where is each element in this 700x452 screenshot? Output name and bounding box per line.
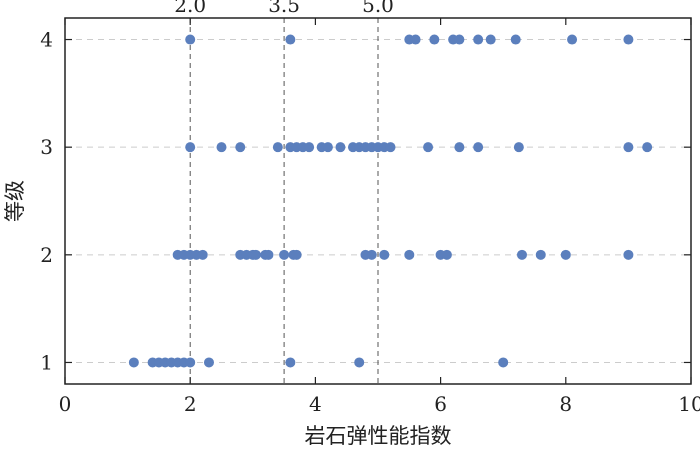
x-tick-label: 4 bbox=[309, 392, 322, 416]
data-point bbox=[235, 142, 246, 153]
data-point bbox=[454, 142, 465, 153]
data-point bbox=[285, 34, 296, 45]
data-point bbox=[304, 142, 315, 153]
data-point bbox=[291, 249, 302, 260]
data-point bbox=[454, 34, 465, 45]
x-tick-label: 6 bbox=[434, 392, 447, 416]
data-point bbox=[216, 142, 227, 153]
data-point bbox=[423, 142, 434, 153]
data-point bbox=[322, 142, 333, 153]
data-point bbox=[623, 34, 634, 45]
data-point bbox=[535, 249, 546, 260]
threshold-label: 5.0 bbox=[362, 0, 394, 17]
data-point bbox=[510, 34, 521, 45]
data-point bbox=[485, 34, 496, 45]
x-tick-label: 2 bbox=[184, 392, 197, 416]
data-point bbox=[441, 249, 452, 260]
data-point bbox=[366, 249, 377, 260]
y-tick-label: 1 bbox=[40, 350, 53, 374]
data-point bbox=[385, 142, 396, 153]
y-axis-title: 等级 bbox=[3, 180, 27, 222]
data-point bbox=[335, 142, 346, 153]
data-point bbox=[203, 357, 214, 368]
data-point bbox=[429, 34, 440, 45]
threshold-label: 2.0 bbox=[174, 0, 206, 17]
y-tick-label: 4 bbox=[40, 28, 53, 52]
x-tick-label: 10 bbox=[678, 392, 700, 416]
threshold-label: 3.5 bbox=[268, 0, 300, 17]
data-point bbox=[513, 142, 524, 153]
data-point bbox=[250, 249, 261, 260]
point-layer bbox=[128, 34, 653, 368]
data-point bbox=[560, 249, 571, 260]
data-point bbox=[354, 357, 365, 368]
data-point bbox=[279, 249, 290, 260]
data-point bbox=[623, 249, 634, 260]
y-tick-label: 2 bbox=[40, 243, 53, 267]
data-point bbox=[473, 142, 484, 153]
data-point bbox=[498, 357, 509, 368]
data-point bbox=[128, 357, 139, 368]
x-axis-title: 岩石弹性能指数 bbox=[305, 424, 452, 448]
data-point bbox=[272, 142, 283, 153]
data-point bbox=[185, 357, 196, 368]
data-point bbox=[623, 142, 634, 153]
threshold-layer: 2.0 3.5 5.0 bbox=[174, 0, 394, 384]
y-tick-label: 3 bbox=[40, 135, 53, 159]
data-point bbox=[185, 34, 196, 45]
data-point bbox=[263, 249, 274, 260]
x-tick-label: 8 bbox=[559, 392, 572, 416]
data-point bbox=[379, 249, 390, 260]
data-point bbox=[473, 34, 484, 45]
data-point bbox=[197, 249, 208, 260]
plot-frame bbox=[64, 17, 692, 385]
data-point bbox=[285, 357, 296, 368]
data-point bbox=[567, 34, 578, 45]
data-point bbox=[185, 142, 196, 153]
data-point bbox=[516, 249, 527, 260]
data-point bbox=[642, 142, 653, 153]
data-point bbox=[404, 249, 415, 260]
x-tick-label: 0 bbox=[59, 392, 72, 416]
data-point bbox=[410, 34, 421, 45]
